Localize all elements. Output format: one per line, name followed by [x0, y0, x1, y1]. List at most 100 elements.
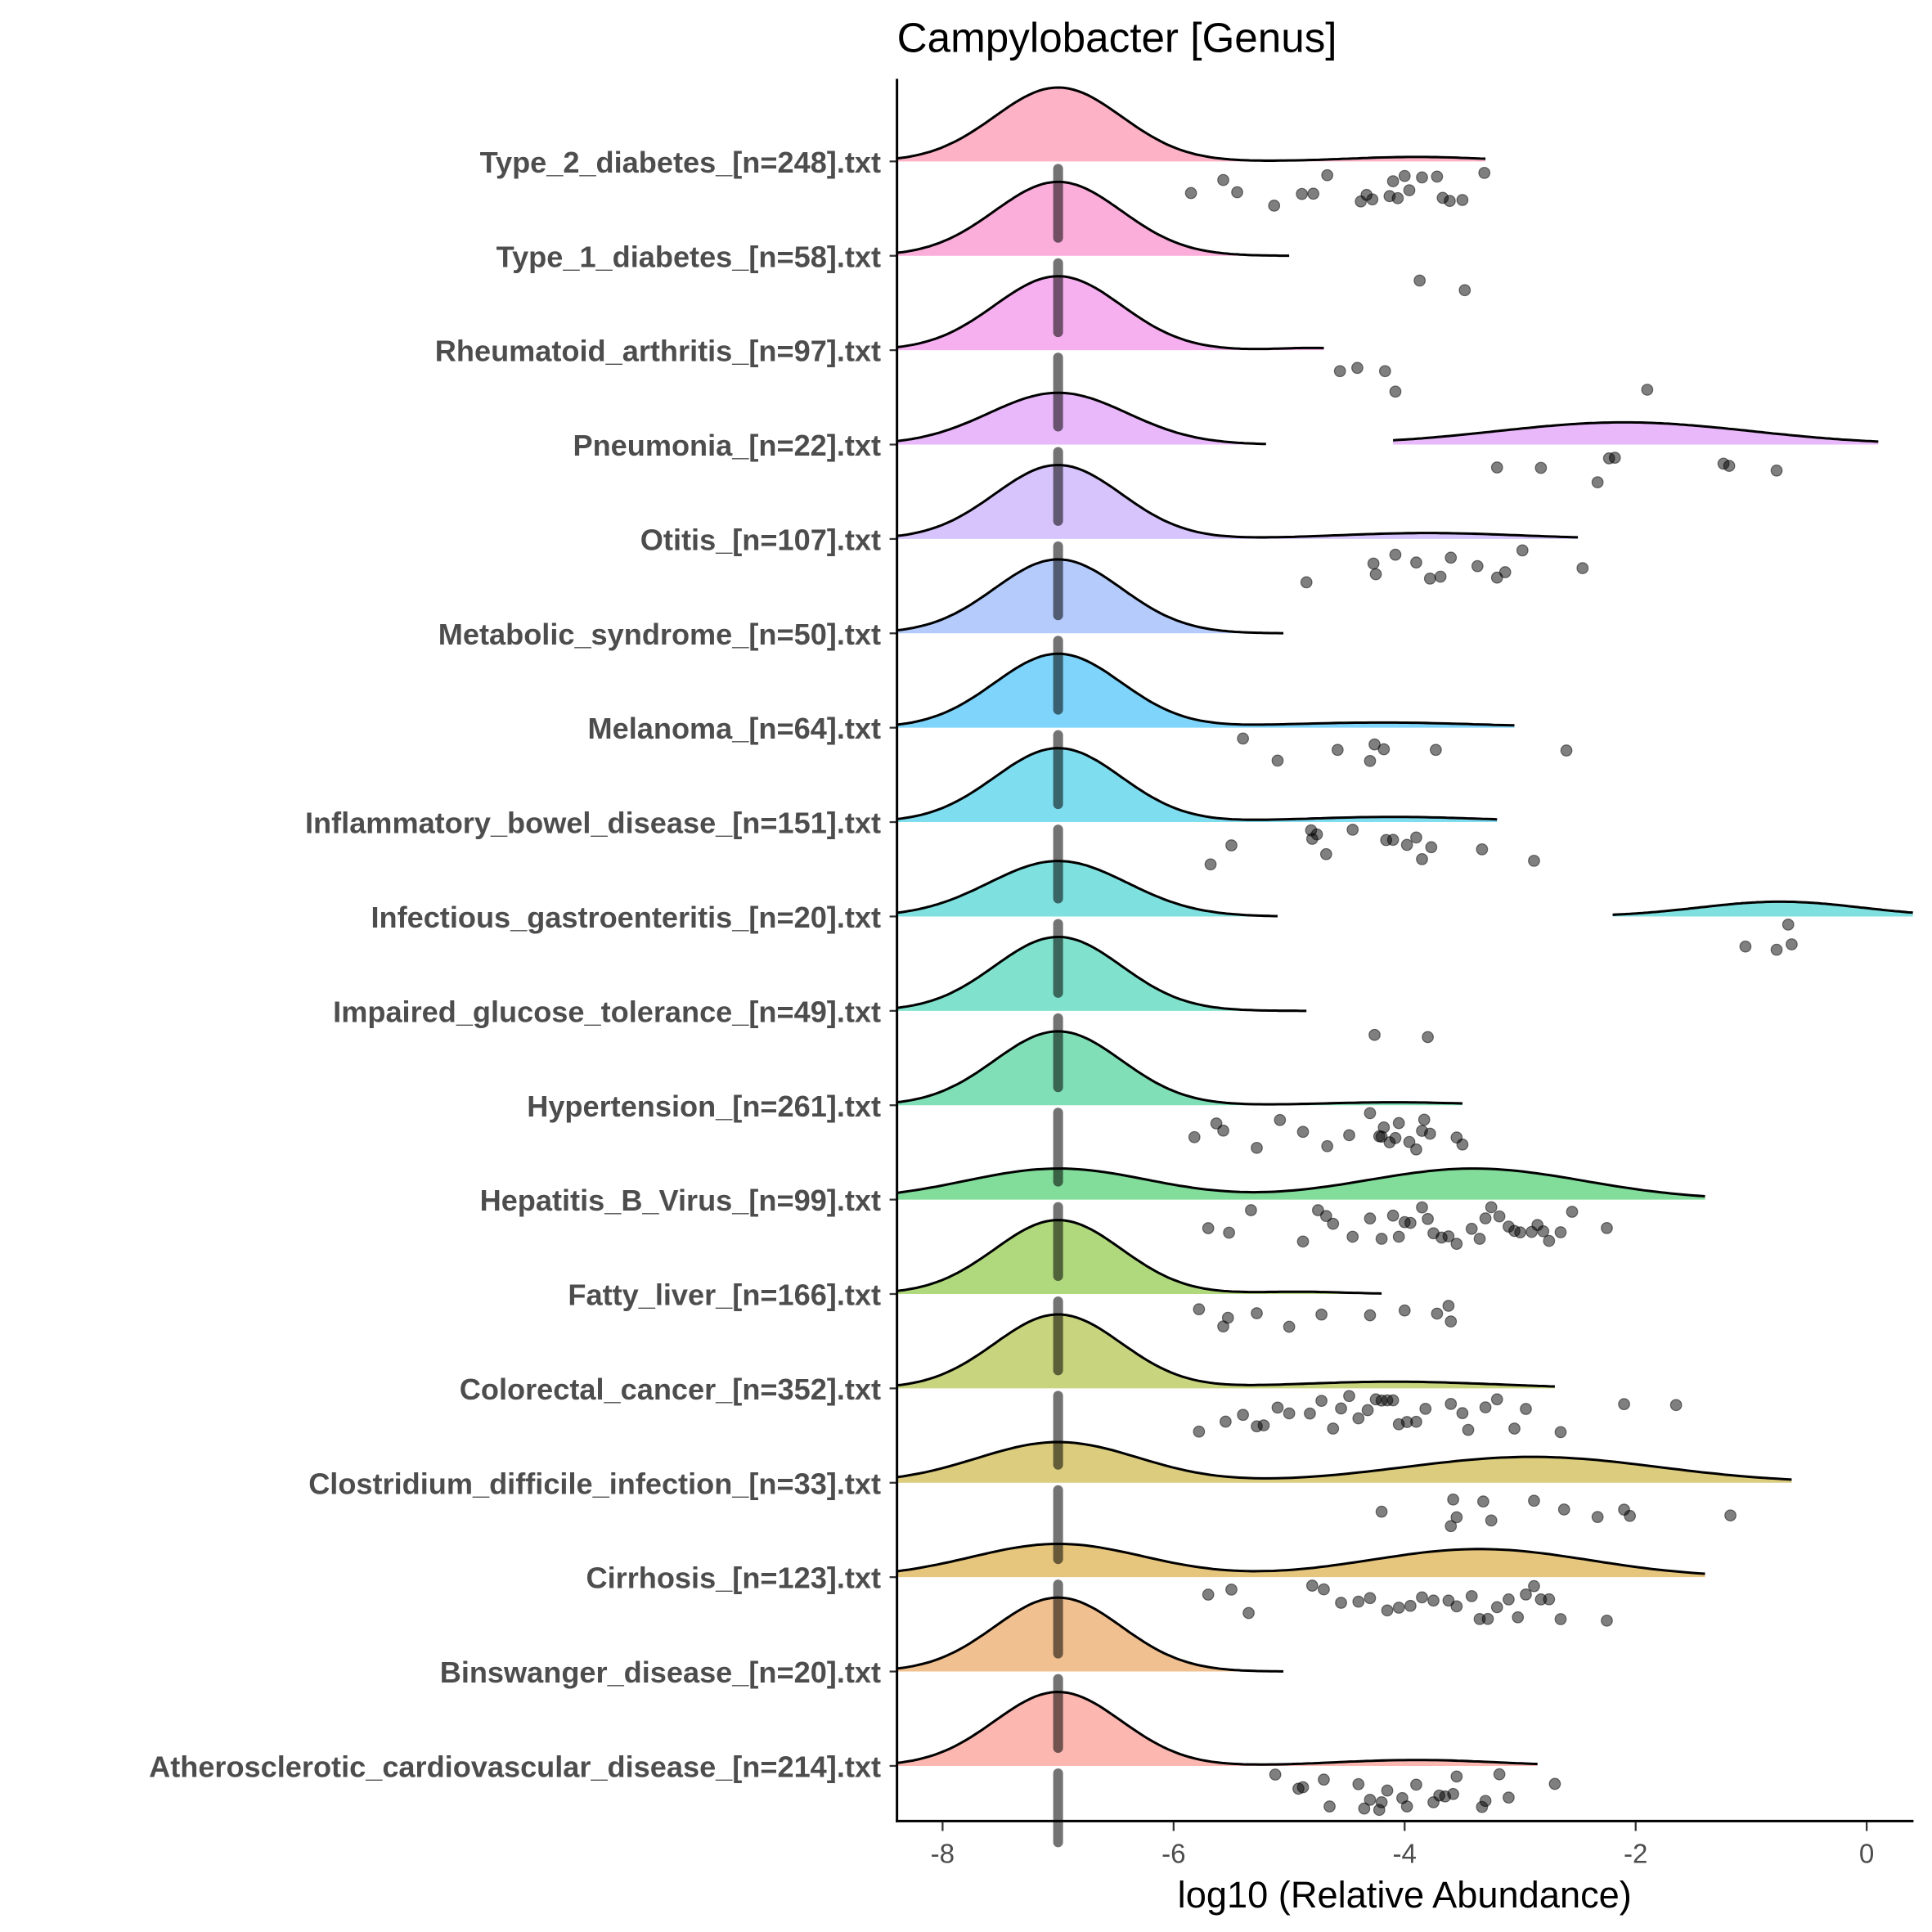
data-point: [1223, 1226, 1235, 1239]
data-point: [1462, 1423, 1475, 1436]
density-cloud: [896, 275, 1324, 351]
data-point: [1528, 854, 1540, 867]
density-fill: [896, 465, 1579, 539]
density-cloud: [896, 180, 1290, 258]
data-point: [1217, 1124, 1229, 1137]
data-point: [1403, 1135, 1416, 1148]
data-point: [1352, 1777, 1365, 1790]
data-point: [1404, 1216, 1417, 1229]
data-point: [1520, 1403, 1532, 1415]
density-outline: [896, 464, 1579, 539]
density-secondary-outline: [1392, 420, 1879, 443]
data-point: [1514, 1226, 1526, 1239]
data-point: [1476, 842, 1489, 856]
data-point: [1465, 1222, 1478, 1235]
data-point: [1537, 1224, 1550, 1238]
data-point: [1450, 1238, 1463, 1251]
data-point: [1566, 1206, 1579, 1218]
data-point: [1386, 175, 1400, 187]
density-outline: [896, 1219, 1382, 1295]
data-point: [1315, 1395, 1328, 1407]
data-point: [1368, 738, 1381, 751]
data-point: [1781, 919, 1795, 931]
y-tick-label: Fatty_liver_[n=166].txt: [568, 1278, 881, 1312]
data-point: [1361, 1404, 1374, 1417]
y-tick-label: Infectious_gastroenteritis_[n=20].txt: [371, 901, 881, 934]
data-point: [1419, 1403, 1432, 1415]
data-point: [1485, 1201, 1498, 1214]
data-point: [1310, 828, 1323, 841]
data-point: [1392, 1117, 1405, 1130]
density-cloud: [896, 86, 1486, 162]
data-point: [1237, 1409, 1250, 1422]
data-point: [1508, 1422, 1521, 1435]
data-point: [1431, 1307, 1444, 1320]
density-outline: [896, 1167, 1705, 1198]
data-point: [1548, 1777, 1561, 1790]
data-point: [1184, 186, 1197, 200]
y-tick-label: Hepatitis_B_Virus_[n=99].txt: [480, 1184, 881, 1217]
data-point: [1410, 1415, 1422, 1428]
density-cloud: [896, 1542, 1705, 1578]
density-cloud: [896, 1691, 1538, 1766]
data-point: [1377, 1121, 1391, 1134]
data-point: [1335, 1402, 1347, 1415]
data-point: [1318, 1773, 1330, 1786]
data-point: [1554, 1226, 1567, 1238]
density-outline: [896, 1691, 1538, 1766]
data-point: [1231, 186, 1243, 199]
density-outline: [896, 747, 1498, 821]
data-point: [1257, 1419, 1270, 1431]
data-point: [1335, 1597, 1347, 1609]
density-cloud: [896, 860, 1913, 918]
data-point: [1331, 744, 1344, 757]
density-outline: [896, 180, 1290, 258]
y-tick-label: Binswanger_disease_[n=20].txt: [440, 1656, 881, 1689]
data-point: [1343, 1129, 1355, 1142]
data-point: [1400, 1800, 1413, 1813]
data-point: [1220, 1415, 1232, 1428]
data-point: [1202, 1222, 1215, 1234]
density-secondary-fill: [1393, 422, 1879, 445]
data-point: [1418, 1113, 1431, 1126]
data-point: [1498, 566, 1512, 578]
data-point: [1364, 1212, 1377, 1225]
data-point: [1493, 1210, 1506, 1223]
data-point: [1204, 858, 1217, 871]
data-point: [1304, 1407, 1316, 1420]
data-point: [1430, 744, 1442, 757]
data-point: [1416, 1201, 1428, 1214]
data-point: [1364, 1592, 1377, 1605]
density-outline: [896, 652, 1515, 727]
data-point: [1392, 1230, 1405, 1243]
data-point: [1479, 1795, 1492, 1808]
density-fill: [896, 559, 1284, 634]
density-cloud: [896, 935, 1307, 1013]
data-point: [1193, 1425, 1206, 1438]
data-point: [1447, 1787, 1460, 1800]
x-axis: -8 -6 -4 -2 0: [896, 79, 1914, 1870]
data-point: [1493, 1768, 1506, 1781]
data-point: [1217, 173, 1229, 186]
data-point: [1444, 195, 1456, 208]
data-point: [1528, 1579, 1540, 1593]
density-cloud: [896, 1030, 1462, 1106]
points-layer: [1184, 166, 1798, 1817]
data-point: [1398, 1304, 1411, 1317]
data-point: [1528, 1494, 1540, 1507]
density-cloud: [896, 558, 1284, 635]
data-point: [1221, 1311, 1234, 1324]
data-point: [1296, 1781, 1310, 1794]
data-point: [1471, 559, 1484, 573]
data-point: [1378, 365, 1391, 378]
data-point: [1375, 1505, 1388, 1518]
data-point: [1490, 461, 1503, 474]
data-point: [1490, 1601, 1503, 1614]
data-point: [1413, 274, 1427, 287]
density-fill: [896, 182, 1290, 256]
data-point: [1770, 464, 1783, 477]
density-cloud: [896, 391, 1879, 446]
data-point: [1375, 1795, 1388, 1808]
density-outline: [896, 1596, 1284, 1673]
data-point: [1315, 1308, 1328, 1321]
